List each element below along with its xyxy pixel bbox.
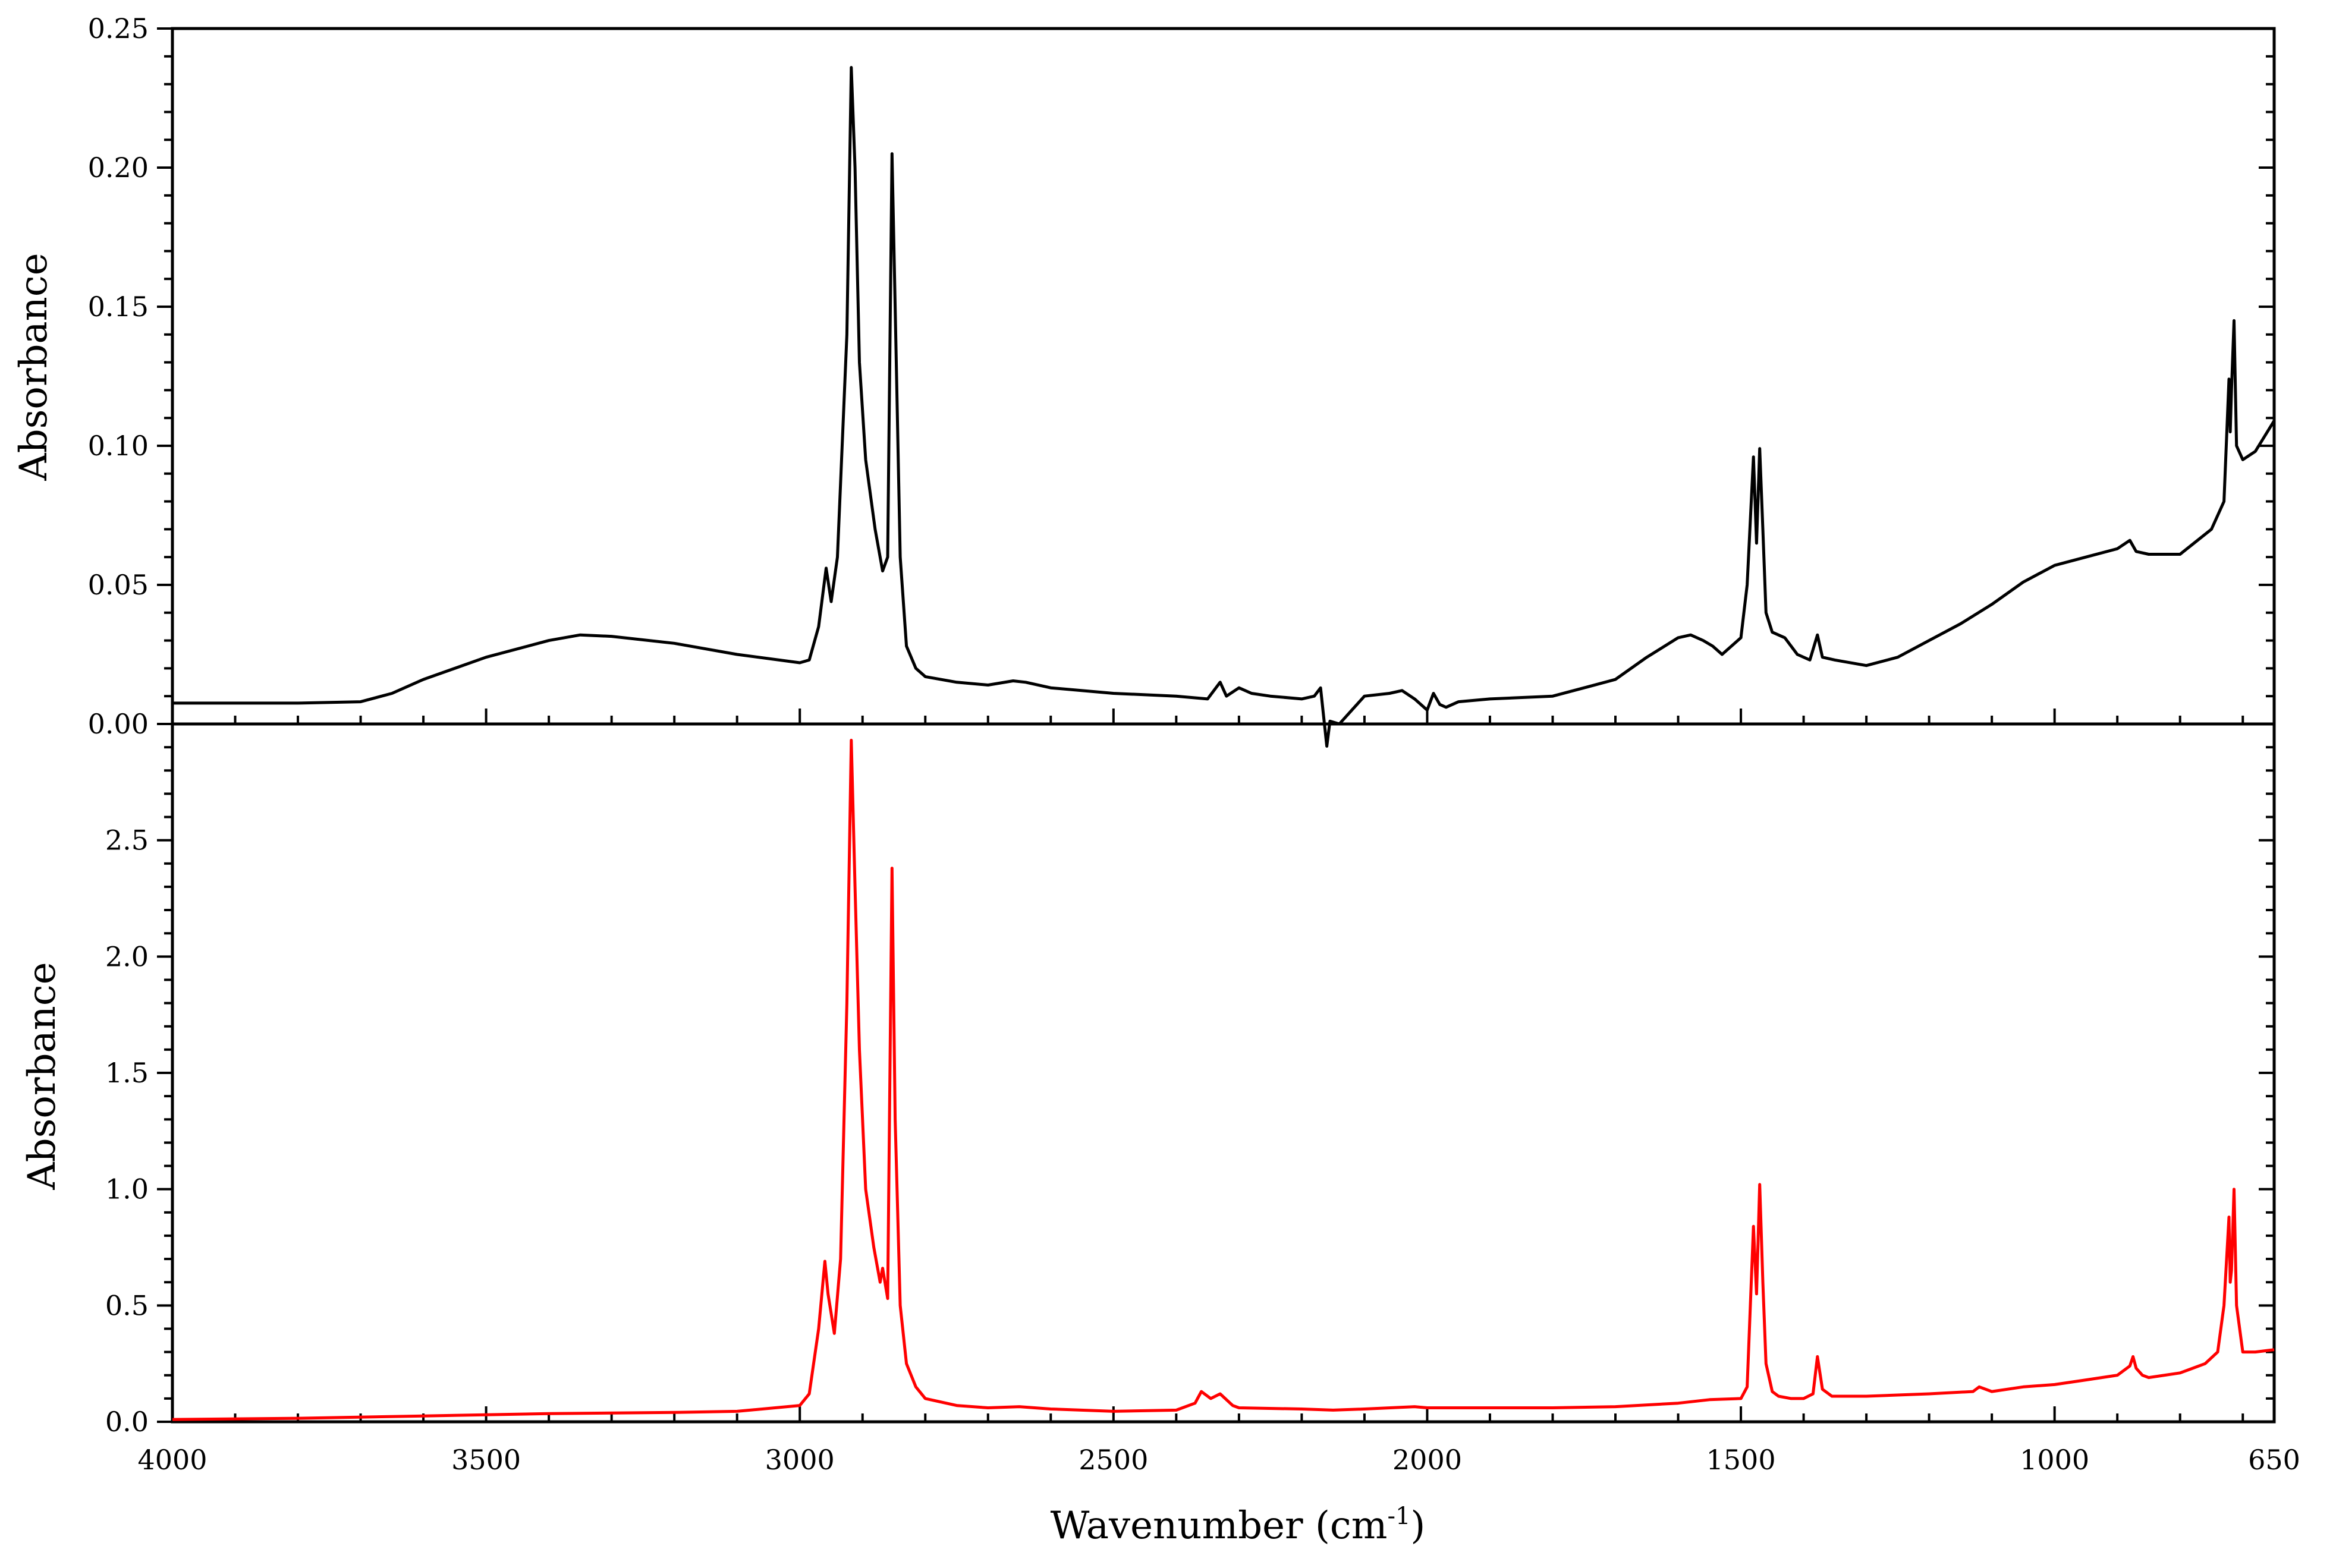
x-tick-label: 4000 <box>137 1444 207 1476</box>
plot-frame <box>171 722 2276 1424</box>
y-tick-label: 1.5 <box>105 1057 149 1089</box>
x-tick-label: 650 <box>2248 1444 2300 1476</box>
y-tick-label: 2.0 <box>105 940 149 972</box>
y-tick-label: 0.5 <box>105 1289 149 1321</box>
x-tick-label: 1500 <box>1706 1444 1776 1476</box>
y-tick-label: 0.05 <box>88 569 149 601</box>
spectrum-line <box>172 738 2275 1421</box>
y-tick-label: 0.0 <box>105 1406 149 1438</box>
plot-frame <box>171 27 2276 726</box>
top-y-axis-label: Absorbance <box>12 253 56 481</box>
x-tick-label: 1000 <box>2020 1444 2089 1476</box>
y-tick-label: 0.25 <box>88 12 149 45</box>
y-tick-label: 0.10 <box>88 430 149 462</box>
x-axis-label-superscript: -1 <box>1387 1503 1410 1530</box>
y-tick-label: 1.0 <box>105 1173 149 1205</box>
x-tick-label: 2500 <box>1079 1444 1148 1476</box>
y-tick-label: 0.15 <box>88 291 149 323</box>
y-tick-label: 0.00 <box>88 708 149 740</box>
x-tick-label: 3000 <box>765 1444 835 1476</box>
bottom-panel: 0.0 0.5 1.0 1.5 2.0 2.5 4000 3500 3000 2500 2000 15… <box>105 722 2300 1476</box>
top-panel: 0.00 0.05 0.10 0.15 0.20 0.25 <box>88 12 2276 748</box>
x-tick-label: 3500 <box>451 1444 521 1476</box>
y-tick-label: 0.20 <box>88 152 149 184</box>
bottom-y-axis-label: Absorbance <box>20 962 64 1190</box>
x-axis-label: Wavenumber (cm-1) <box>1051 1503 1426 1548</box>
x-axis-label-main: Wavenumber (cm <box>1051 1504 1388 1548</box>
x-axis-label-close: ) <box>1410 1504 1425 1548</box>
y-tick-label: 2.5 <box>105 824 149 857</box>
spectrum-line <box>172 66 2276 748</box>
x-tick-label: 2000 <box>1392 1444 1462 1476</box>
